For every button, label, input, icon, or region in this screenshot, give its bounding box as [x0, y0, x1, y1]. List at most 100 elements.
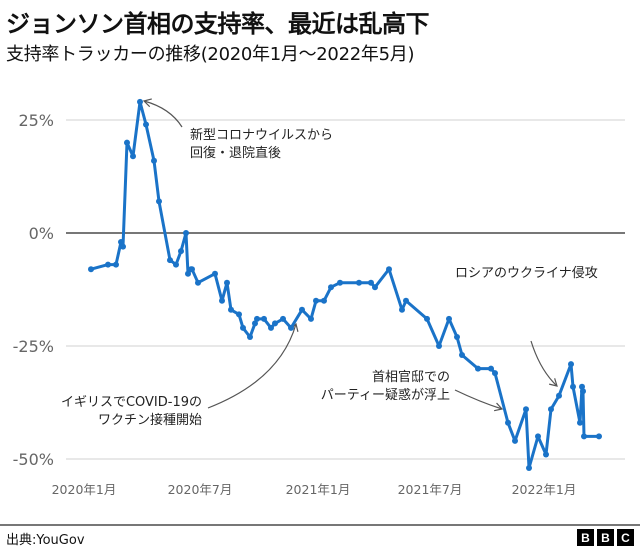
bbc-logo-letter: B	[597, 529, 614, 546]
data-point	[130, 153, 136, 160]
arrow-vaccine	[207, 322, 299, 409]
y-tick-label: -50%	[13, 450, 54, 469]
data-point	[236, 311, 242, 318]
data-point	[548, 406, 554, 413]
y-tick-label: -25%	[13, 337, 54, 356]
data-point	[143, 121, 149, 128]
annotation-line: ロシアのウクライナ侵攻	[455, 266, 598, 281]
arrow-ukraine	[530, 340, 558, 387]
data-point	[512, 437, 518, 444]
data-point	[505, 419, 511, 426]
data-point	[570, 383, 576, 390]
data-point	[459, 352, 465, 358]
annotation-party: 首相官邸での パーティー疑惑が浮上	[300, 369, 450, 405]
data-point	[167, 257, 173, 264]
data-point	[173, 261, 179, 268]
annotation-recovery: 新型コロナウイルスから 回復・退院直後	[190, 127, 333, 163]
approval-series	[88, 98, 602, 471]
data-point	[299, 306, 305, 313]
data-point	[124, 139, 130, 146]
x-tick-label: 2020年7月	[168, 482, 233, 497]
data-point	[252, 320, 258, 327]
data-point	[535, 433, 541, 440]
data-point	[156, 198, 162, 205]
data-point	[272, 320, 278, 327]
data-point	[399, 306, 405, 313]
x-tick-label: 2020年1月	[52, 482, 117, 497]
data-point	[247, 334, 253, 340]
data-point	[185, 270, 191, 277]
annotation-line: パーティー疑惑が浮上	[320, 388, 450, 403]
data-point	[386, 266, 392, 273]
annotation-ukraine: ロシアのウクライナ侵攻	[455, 265, 598, 283]
data-point	[568, 361, 574, 368]
annotation-vaccine: イギリスでCOVID-19の ワクチン接種開始	[54, 394, 202, 430]
data-point	[261, 315, 267, 322]
data-point	[488, 365, 494, 372]
data-point	[280, 315, 286, 322]
data-point	[446, 315, 452, 322]
data-point	[372, 284, 378, 291]
data-point	[523, 406, 529, 413]
data-point	[224, 279, 230, 286]
data-point	[492, 370, 498, 377]
data-point	[424, 315, 430, 322]
x-tick-label: 2021年1月	[286, 482, 351, 497]
x-axis-ticks: 2020年1月 2020年7月 2021年1月 2021年7月 2022年1月	[52, 482, 577, 497]
annotation-line: ワクチン接種開始	[97, 413, 202, 428]
data-point	[137, 98, 143, 105]
data-point	[356, 279, 362, 286]
annotation-line: イギリスでCOVID-19の	[60, 395, 202, 410]
data-point	[403, 297, 409, 304]
data-point	[579, 383, 585, 390]
data-point	[88, 266, 94, 273]
data-point	[189, 266, 195, 273]
data-point	[328, 284, 334, 291]
data-point	[337, 279, 343, 286]
data-point	[288, 324, 294, 331]
annotation-arrows	[142, 98, 558, 412]
data-point	[308, 315, 314, 322]
data-point	[240, 324, 246, 331]
data-point	[183, 230, 189, 236]
data-point	[321, 297, 327, 304]
chart-title: ジョンソン首相の支持率、最近は乱高下	[6, 10, 430, 38]
data-point	[151, 157, 157, 164]
data-point	[254, 315, 260, 322]
x-tick-label: 2021年7月	[398, 482, 463, 497]
bbc-logo-letter: C	[617, 529, 634, 546]
annotation-line: 首相官邸での	[371, 370, 450, 385]
data-point	[368, 279, 374, 286]
data-point	[268, 324, 274, 331]
data-point	[596, 433, 602, 440]
data-point	[581, 433, 587, 440]
y-tick-label: 0%	[29, 224, 54, 243]
arrow-party	[454, 389, 504, 412]
data-point	[113, 261, 119, 268]
data-point	[577, 419, 583, 426]
y-axis-ticks: 25% 0% -25% -50%	[13, 111, 54, 469]
x-tick-label: 2022年1月	[512, 482, 577, 497]
data-point	[436, 343, 442, 349]
data-point	[105, 261, 111, 268]
data-point	[454, 334, 460, 340]
data-point	[526, 465, 532, 471]
source-label: 出典:YouGov	[6, 533, 85, 548]
annotation-line: 回復・退院直後	[190, 146, 282, 161]
data-point	[556, 392, 562, 399]
bbc-logo: B B C	[577, 529, 634, 546]
data-point	[228, 306, 234, 313]
data-point	[178, 248, 184, 255]
data-point	[543, 451, 549, 458]
footer-divider	[0, 524, 640, 526]
y-tick-label: 25%	[18, 111, 54, 130]
arrow-recovery	[142, 98, 183, 128]
data-point	[475, 365, 481, 372]
data-point	[118, 239, 124, 245]
data-point	[219, 297, 225, 304]
chart-subtitle: 支持率トラッカーの推移(2020年1月～2022年5月)	[6, 44, 415, 65]
bbc-logo-letter: B	[577, 529, 594, 546]
annotation-line: 新型コロナウイルスから	[190, 128, 334, 143]
data-point	[580, 388, 586, 395]
